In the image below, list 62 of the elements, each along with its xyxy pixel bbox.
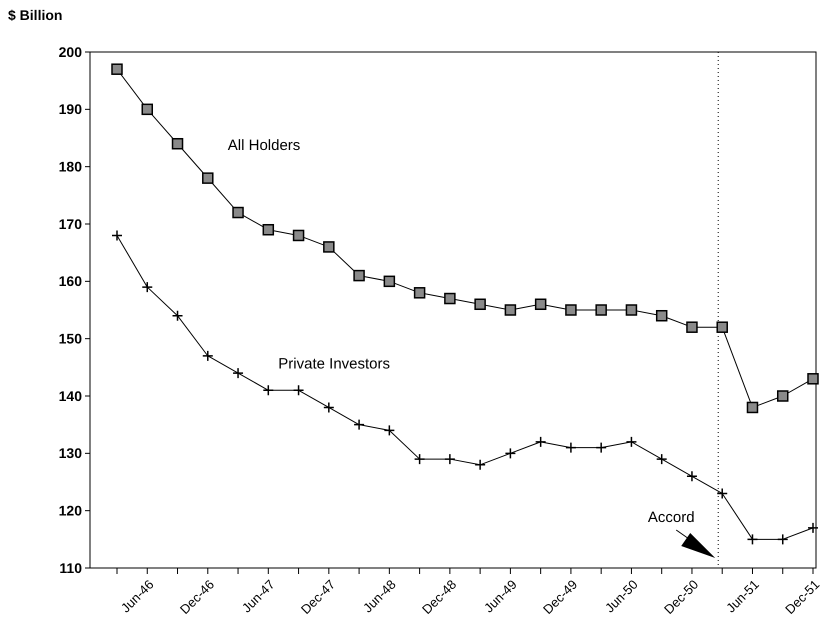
point	[504, 304, 516, 316]
y-axis-title: $ Billion	[8, 7, 62, 23]
point	[776, 534, 788, 546]
point	[807, 373, 819, 385]
point	[292, 384, 304, 396]
point	[776, 390, 788, 402]
point	[414, 287, 426, 299]
point	[262, 384, 274, 396]
point	[444, 292, 456, 304]
point	[534, 298, 546, 310]
point	[534, 436, 546, 448]
point	[686, 321, 698, 333]
point	[323, 402, 335, 414]
series-label: All Holders	[228, 137, 300, 154]
point	[323, 241, 335, 253]
point	[172, 310, 184, 322]
annotation: Accord	[648, 509, 695, 526]
series-label: Private Investors	[278, 355, 390, 372]
point	[474, 459, 486, 471]
point	[595, 442, 607, 454]
y-tick-label: 140	[58, 388, 82, 404]
point	[595, 304, 607, 316]
point	[474, 298, 486, 310]
y-tick-label: 120	[58, 502, 82, 519]
point	[807, 522, 819, 534]
point	[716, 488, 728, 500]
y-tick-label: 130	[58, 445, 82, 462]
point	[384, 424, 396, 436]
point	[111, 230, 123, 242]
point	[565, 304, 577, 316]
point	[202, 350, 214, 362]
point	[202, 172, 214, 184]
point	[686, 470, 698, 482]
point	[292, 230, 304, 242]
point	[414, 453, 426, 465]
point	[444, 453, 456, 465]
y-tick-label: 190	[58, 101, 82, 118]
point	[565, 442, 577, 454]
y-tick-label: 170	[58, 216, 82, 232]
point	[111, 63, 123, 75]
point	[656, 310, 668, 322]
point	[746, 534, 758, 546]
point	[353, 418, 365, 430]
point	[716, 321, 728, 333]
point	[142, 104, 154, 116]
y-tick-label: 150	[58, 330, 82, 347]
point	[142, 281, 154, 293]
point	[504, 448, 516, 460]
point	[626, 304, 638, 316]
point	[232, 206, 244, 218]
point	[232, 367, 244, 379]
y-tick-label: 110	[59, 560, 82, 576]
y-tick-label: 160	[58, 273, 82, 290]
point	[262, 224, 274, 236]
point	[172, 138, 184, 150]
point	[384, 276, 396, 288]
point	[746, 402, 758, 414]
point	[656, 453, 668, 465]
y-tick-label: 200	[58, 44, 82, 60]
point	[626, 436, 638, 448]
y-tick-label: 180	[58, 158, 82, 175]
point	[353, 270, 365, 282]
